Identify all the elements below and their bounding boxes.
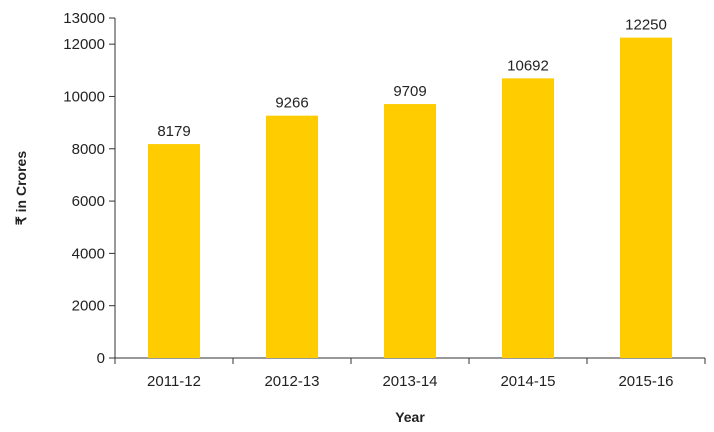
x-tick-label: 2011-12 [147,373,201,390]
y-ticks: 0 2000 4000 6000 8000 10000 12000 13000 [63,10,115,367]
y-tick-label: 6000 [72,193,105,210]
bar-2012-13 [266,115,318,358]
x-tick-label: 2015-16 [618,373,673,390]
y-tick-label: 4000 [72,245,105,262]
x-tick-label: 2013-14 [382,373,437,390]
data-labels: 8179 9266 9709 10692 12250 [157,17,667,140]
data-label-2015-16: 12250 [625,17,667,34]
y-tick-label: 8000 [72,141,105,158]
y-tick-label: 0 [97,350,105,367]
bar-2011-12 [148,144,200,358]
y-axis-title: ₹ in Crores [13,151,29,225]
x-axis-title: Year [395,409,425,425]
y-tick-label: 12000 [63,36,105,53]
bars [148,37,672,359]
x-tick-label: 2012-13 [264,373,319,390]
y-axis: 0 2000 4000 6000 8000 10000 12000 13000 [63,10,116,367]
data-label-2014-15: 10692 [507,57,549,74]
data-label-2011-12: 8179 [157,123,190,140]
y-tick-label: 13000 [63,10,105,27]
y-tick-label: 10000 [63,88,105,105]
data-label-2012-13: 9266 [275,95,308,112]
x-ticks: 2011-12 2012-13 2013-14 2014-15 2015-16 [114,358,706,390]
y-tick-label: 2000 [72,298,105,315]
bar-2014-15 [502,78,554,359]
bar-2015-16 [620,37,672,358]
data-label-2013-14: 9709 [393,83,426,100]
x-tick-label: 2014-15 [500,373,555,390]
x-axis: 2011-12 2012-13 2013-14 2014-15 2015-16 [114,357,706,390]
bar-2013-14 [384,104,436,358]
